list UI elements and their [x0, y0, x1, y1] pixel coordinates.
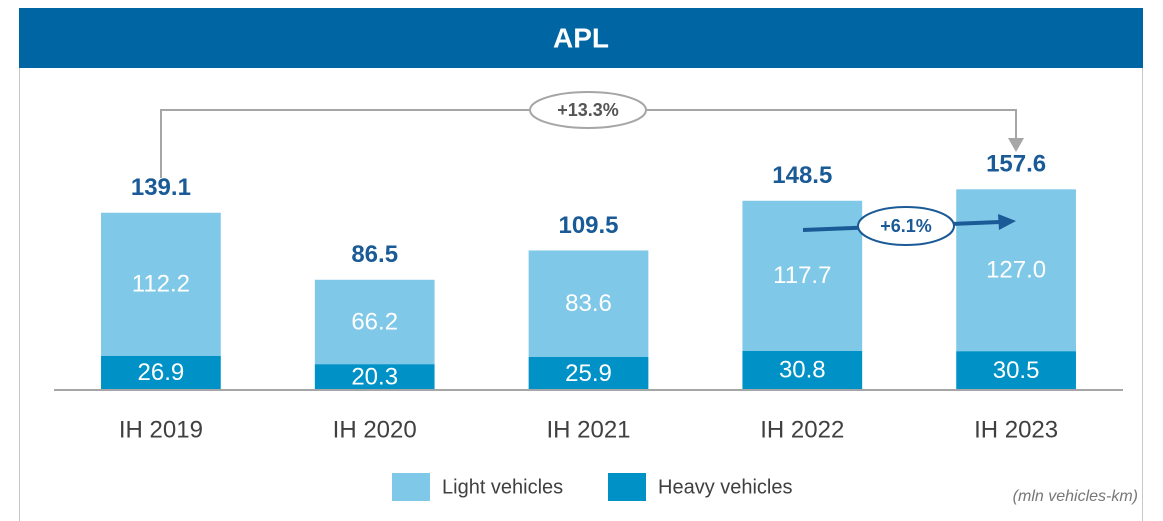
- bracket-arrowhead: [1008, 138, 1024, 152]
- total-label: 86.5: [351, 241, 398, 268]
- total-label: 109.5: [558, 212, 618, 239]
- total-label: 148.5: [772, 162, 832, 189]
- header-bar: [19, 8, 1143, 68]
- x-tick-label: IH 2022: [760, 416, 844, 443]
- legend-swatch: [392, 473, 430, 501]
- bar-segment: [742, 200, 863, 351]
- data-label: 66.2: [351, 308, 398, 335]
- data-label: 25.9: [565, 360, 612, 387]
- bar-segment: [956, 351, 1076, 390]
- bar-segment: [101, 355, 221, 390]
- growth-arrowhead: [998, 214, 1016, 230]
- data-label: 26.9: [138, 359, 185, 386]
- x-tick-label: IH 2021: [546, 416, 630, 443]
- data-label: 83.6: [565, 290, 612, 317]
- x-tick-label: IH 2019: [119, 416, 203, 443]
- data-label: 30.8: [779, 357, 826, 384]
- bar-segment: [956, 189, 1076, 352]
- chart-title: APL: [553, 22, 609, 53]
- bar-segment: [101, 212, 221, 356]
- data-label: 112.2: [132, 271, 190, 298]
- unit-note: (mln vehicles-km): [1013, 488, 1138, 505]
- x-tick-label: IH 2023: [974, 416, 1058, 443]
- bar-segment: [528, 250, 649, 357]
- x-tick-label: IH 2020: [333, 416, 417, 443]
- bar-segment: [742, 350, 863, 390]
- legend-label: Heavy vehicles: [658, 476, 793, 498]
- bar-segment: [314, 364, 435, 390]
- annotation-bubble: [529, 91, 647, 129]
- data-label: 117.7: [773, 262, 831, 289]
- annotation-bubble: [857, 206, 955, 246]
- annotation: +13.3%: [557, 100, 619, 120]
- legend-swatch: [608, 473, 646, 501]
- data-label: 20.3: [351, 363, 398, 390]
- total-label: 157.6: [986, 151, 1046, 178]
- legend-label: Light vehicles: [442, 476, 563, 498]
- annotation: +6.1%: [880, 216, 932, 236]
- bar-segment: [528, 356, 649, 390]
- bar-segment: [314, 279, 435, 365]
- data-label: 127.0: [986, 257, 1046, 284]
- total-label: 139.1: [131, 174, 191, 201]
- data-label: 30.5: [993, 357, 1040, 384]
